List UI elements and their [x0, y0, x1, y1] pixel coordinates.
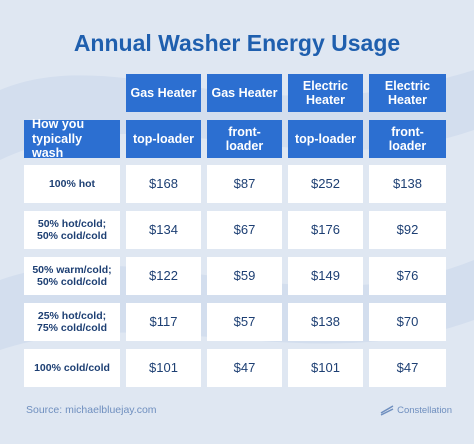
source: Source: michaelbluejay.com	[26, 404, 157, 416]
table-cell: $149	[288, 257, 363, 295]
header-cell: Gas Heater	[207, 74, 282, 112]
row-label: 25% hot/cold; 75% cold/cold	[24, 303, 120, 341]
table-cell: $134	[126, 211, 201, 249]
header-cell: front-loader	[207, 120, 282, 158]
table-cell: $101	[288, 349, 363, 387]
table-cell: $138	[288, 303, 363, 341]
header-cell: Gas Heater	[126, 74, 201, 112]
table-cell: $70	[369, 303, 446, 341]
logo-icon	[380, 405, 394, 416]
row-label: 50% warm/cold; 50% cold/cold	[24, 257, 120, 295]
table-cell: $57	[207, 303, 282, 341]
table-cell: $59	[207, 257, 282, 295]
header-cell: front-loader	[369, 120, 446, 158]
header-cell: Electric Heater	[369, 74, 446, 112]
table-cell: $138	[369, 165, 446, 203]
table-cell: $168	[126, 165, 201, 203]
header-cell: How you typically wash	[24, 117, 120, 160]
table-cell: $47	[369, 349, 446, 387]
table-cell: $67	[207, 211, 282, 249]
title: Annual Washer Energy Usage	[73, 30, 401, 56]
table-cell: $122	[126, 257, 201, 295]
table-cell: $176	[288, 211, 363, 249]
table-cell: $87	[207, 165, 282, 203]
row-label: 100% cold/cold	[24, 349, 120, 387]
table-cell: $252	[288, 165, 363, 203]
logo: Constellation	[380, 404, 452, 416]
table-cell: $101	[126, 349, 201, 387]
logo-text: Constellation	[397, 404, 452, 416]
header-cell: top-loader	[288, 120, 363, 158]
table-cell: $117	[126, 303, 201, 341]
table-cell: $76	[369, 257, 446, 295]
row-label: 50% hot/cold; 50% cold/cold	[24, 211, 120, 249]
table-cell: $47	[207, 349, 282, 387]
header-cell: top-loader	[126, 120, 201, 158]
header-cell: Electric Heater	[288, 74, 363, 112]
row-label: 100% hot	[24, 165, 120, 203]
table-cell: $92	[369, 211, 446, 249]
